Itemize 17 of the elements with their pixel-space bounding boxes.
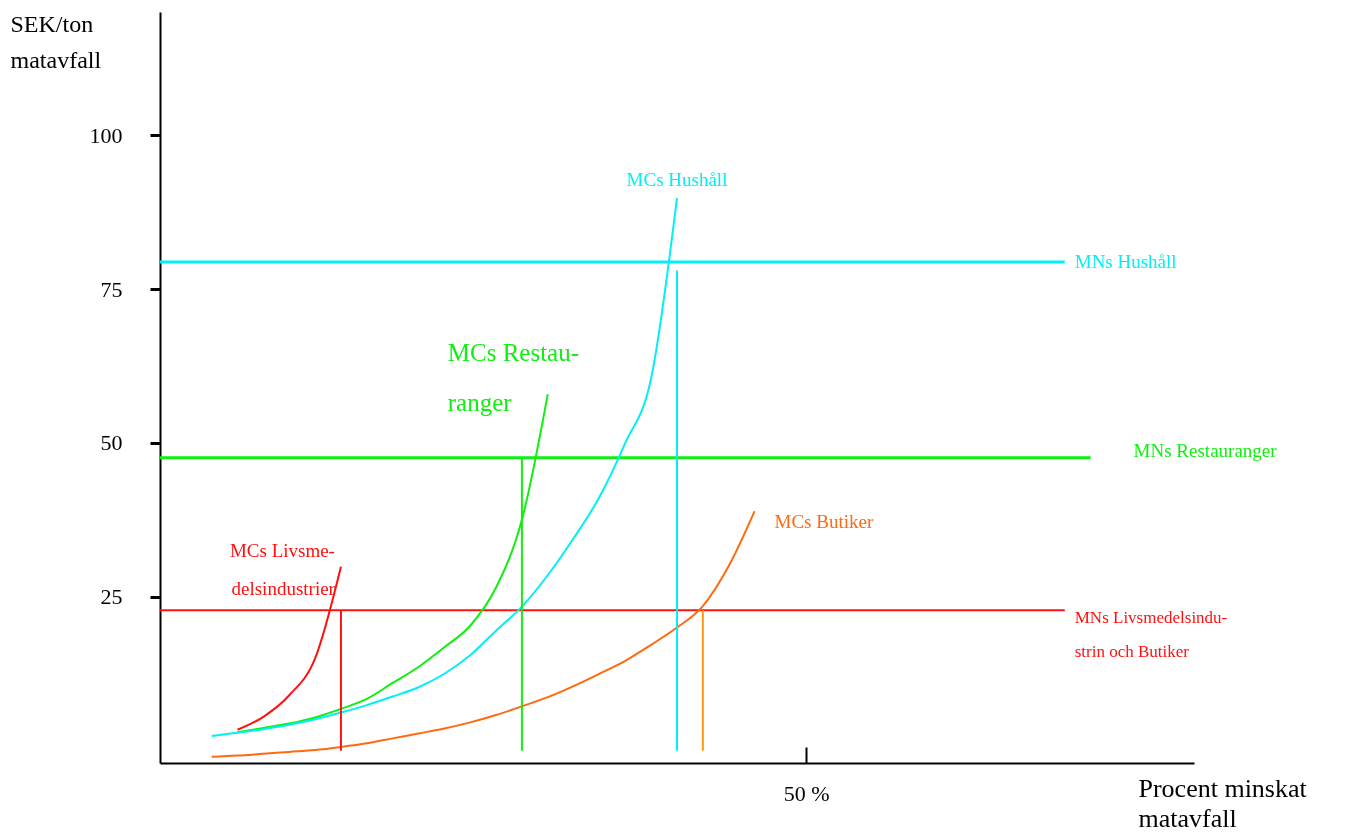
series-label: MCs Hushåll <box>626 168 728 190</box>
line-series <box>210 510 756 758</box>
series-label: MCs Livsme- delsindustrier <box>229 539 336 599</box>
series-label: MCs Restau- ranger <box>447 339 579 417</box>
y-tick-label: 50 <box>100 430 123 456</box>
series-label: MNs Livsmedelsindu- strin och Butiker <box>1074 608 1228 662</box>
y-tick-label: 25 <box>100 584 123 610</box>
series-label: MNs Hushåll <box>1074 250 1177 272</box>
bar <box>701 610 704 751</box>
y-tick-label: 75 <box>100 276 123 302</box>
x-tick-label: 50 % <box>783 780 830 806</box>
text: MNs Restauranger <box>1133 439 1278 461</box>
series-label: MCs Butiker <box>774 511 874 533</box>
y-axis-title: SEK/ton matavfall <box>10 10 102 73</box>
bar <box>676 270 678 751</box>
y-tick-label: 100 <box>89 122 123 148</box>
x-axis-title: Procent minskat matavfall <box>1138 773 1308 833</box>
